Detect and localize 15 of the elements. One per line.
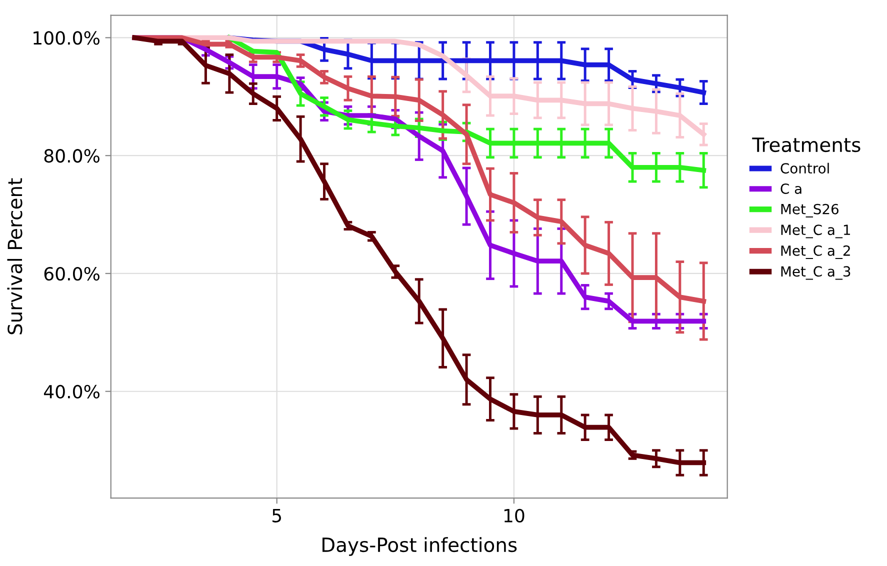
- legend-label: Met_C a_1: [781, 224, 850, 238]
- legend-label: C a: [780, 183, 802, 194]
- legend-label: Met_S26: [781, 204, 838, 218]
- y-tick-label: 60.0%: [44, 266, 100, 281]
- legend-label: Met_C a_2: [781, 245, 850, 259]
- legend-title: Treatments: [752, 138, 860, 152]
- x-axis-title: Days-Post infections: [322, 537, 517, 556]
- y-tick-label: 100.0%: [34, 31, 100, 45]
- y-tick-label: 80.0%: [44, 149, 100, 163]
- y-axis-title: Survival Percent: [7, 178, 22, 334]
- y-tick-label: 40.0%: [44, 384, 100, 398]
- legend-label: Met_C a_3: [781, 266, 850, 280]
- x-tick-label: 5: [272, 509, 282, 522]
- x-tick-label: 10: [504, 508, 524, 522]
- legend-label: Control: [780, 162, 829, 174]
